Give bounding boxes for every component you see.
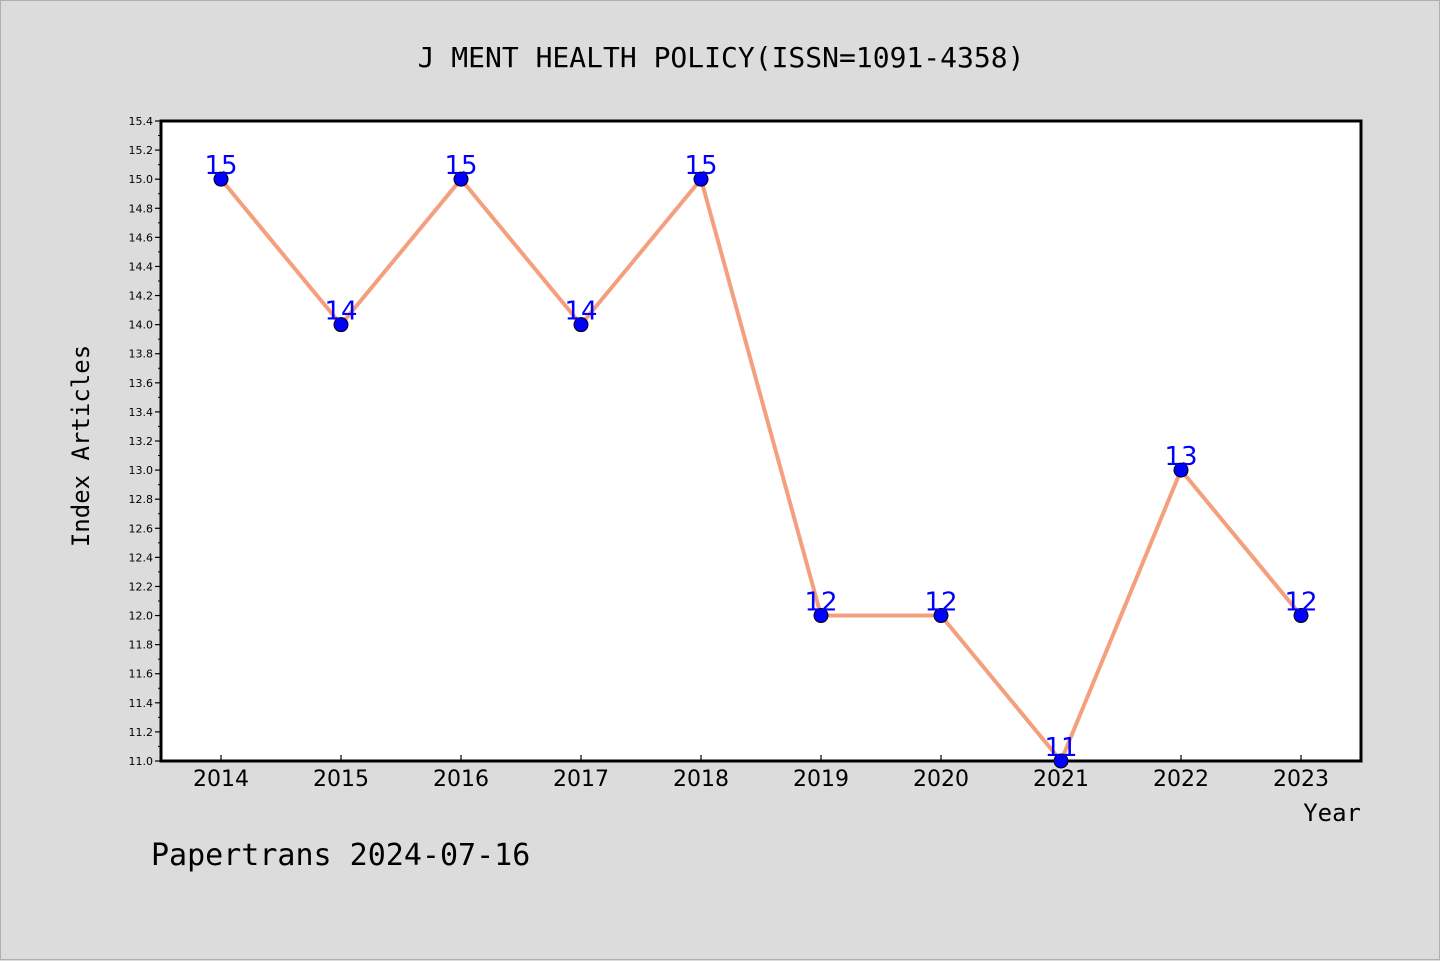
data-label: 12 xyxy=(1284,588,1317,618)
y-tick-label: 11.0 xyxy=(129,755,154,768)
y-tick-label: 11.6 xyxy=(129,668,154,681)
x-tick-label: 2018 xyxy=(673,767,729,792)
y-tick-label: 13.4 xyxy=(129,406,154,419)
x-axis-label: Year xyxy=(1303,799,1361,827)
data-point xyxy=(453,171,469,187)
y-tick-label: 14.6 xyxy=(129,231,154,244)
y-tick-label: 12.6 xyxy=(129,522,154,535)
data-labels-group: 15 14 15 14 15 12 12 11 13 12 xyxy=(204,151,1317,763)
y-tick-label: 13.6 xyxy=(129,377,154,390)
x-tick-label: 2015 xyxy=(313,767,369,792)
chart-title: J MENT HEALTH POLICY(ISSN=1091-4358) xyxy=(418,41,1025,74)
plot-area xyxy=(159,119,1363,763)
y-axis-label: Index Articles xyxy=(67,345,95,547)
data-point xyxy=(1173,462,1189,478)
data-label: 11 xyxy=(1044,733,1077,763)
data-label: 13 xyxy=(1164,442,1197,472)
y-tick-label: 11.2 xyxy=(129,726,154,739)
x-tick-label: 2017 xyxy=(553,767,609,792)
x-tick-label: 2019 xyxy=(793,767,849,792)
y-tick-label: 12.8 xyxy=(129,493,154,506)
y-tick-label: 15.2 xyxy=(129,144,154,157)
y-tick-label: 13.0 xyxy=(129,464,154,477)
y-tick-label: 13.8 xyxy=(129,348,154,361)
data-point xyxy=(813,608,829,624)
x-tick-label: 2020 xyxy=(913,767,969,792)
x-tick-label: 2021 xyxy=(1033,767,1089,792)
y-tick-label: 14.0 xyxy=(129,319,154,332)
x-tick-label: 2022 xyxy=(1153,767,1209,792)
data-point xyxy=(693,171,709,187)
y-tick-label: 12.2 xyxy=(129,580,154,593)
series-line xyxy=(219,174,1303,765)
data-point xyxy=(1293,608,1309,624)
y-axis: 11.0 11.2 11.4 11.6 11.8 12.0 12.2 12.4 12.6 12.8… xyxy=(129,115,161,768)
y-tick-label: 11.8 xyxy=(129,639,154,652)
data-label: 15 xyxy=(204,151,237,181)
y-tick-label: 13.2 xyxy=(129,435,154,448)
y-tick-label: 14.2 xyxy=(129,290,154,303)
x-tick-label: 2023 xyxy=(1273,767,1329,792)
data-point xyxy=(213,171,229,187)
data-label: 15 xyxy=(684,151,717,181)
data-point xyxy=(1053,753,1069,769)
x-axis: 2014 2015 2016 2017 2018 2019 2020 2021 2022 2023 xyxy=(193,755,1329,792)
data-label: 15 xyxy=(444,151,477,181)
data-label: 14 xyxy=(564,297,597,327)
series-line-group xyxy=(219,174,1303,765)
y-tick-label: 12.0 xyxy=(129,610,154,623)
data-label: 14 xyxy=(324,297,357,327)
data-label: 12 xyxy=(804,588,837,618)
data-point xyxy=(333,317,349,333)
x-tick-label: 2016 xyxy=(433,767,489,792)
y-tick-label: 15.0 xyxy=(129,173,154,186)
x-tick-label: 2014 xyxy=(193,767,249,792)
y-tick-label: 14.8 xyxy=(129,202,154,215)
data-label: 12 xyxy=(924,588,957,618)
footer-credit: Papertrans 2024-07-16 xyxy=(151,838,530,873)
data-point xyxy=(933,608,949,624)
data-point xyxy=(573,317,589,333)
y-tick-label: 15.4 xyxy=(129,115,154,128)
y-tick-label: 14.4 xyxy=(129,260,154,273)
y-tick-label: 12.4 xyxy=(129,551,154,564)
y-tick-label: 11.4 xyxy=(129,697,154,710)
markers-group xyxy=(213,171,1309,769)
